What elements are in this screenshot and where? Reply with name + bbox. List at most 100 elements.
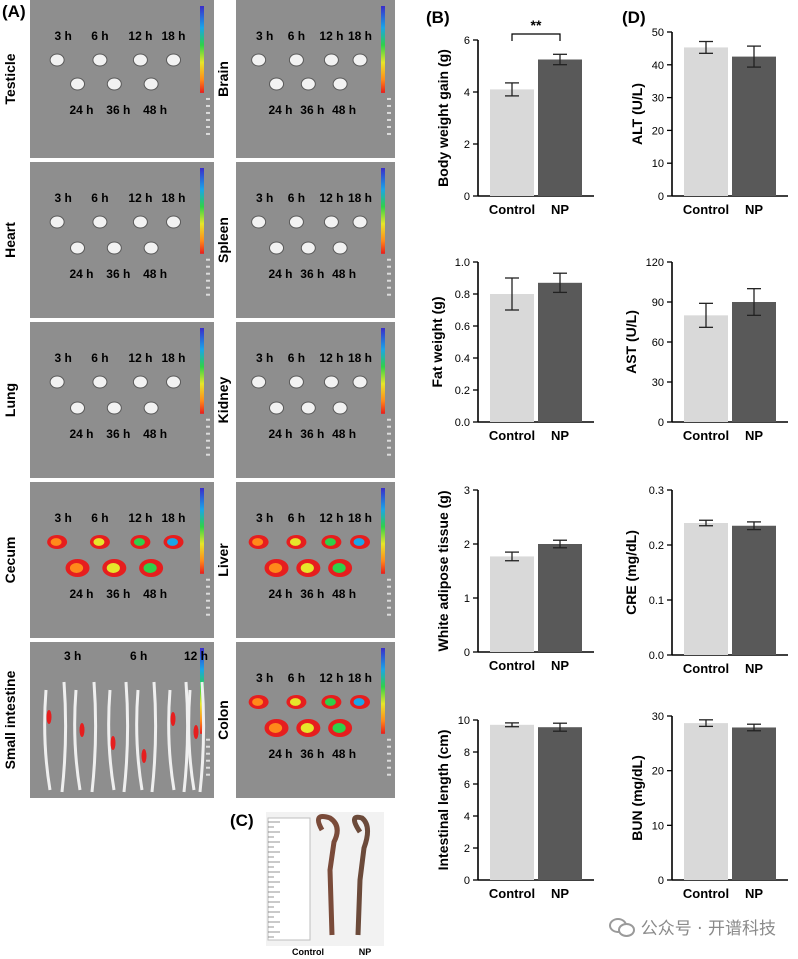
time-label: 12 h bbox=[128, 191, 152, 205]
intestine-signal bbox=[46, 710, 52, 724]
time-label: 3 h bbox=[256, 511, 273, 525]
bar-np bbox=[538, 727, 582, 880]
y-tick-label: 8 bbox=[464, 747, 470, 759]
organ-sample bbox=[106, 401, 122, 415]
scale-text-mark bbox=[387, 425, 391, 428]
time-label: 12 h bbox=[319, 29, 343, 43]
y-tick-label: 0 bbox=[658, 191, 664, 203]
organ-sample bbox=[332, 77, 348, 91]
y-tick-label: 0.2 bbox=[455, 385, 470, 397]
scale-text-mark bbox=[387, 773, 391, 776]
y-axis-label: CRE (mg/dL) bbox=[623, 530, 639, 615]
time-label: 6 h bbox=[288, 671, 305, 685]
bar-control bbox=[490, 724, 534, 880]
scale-text-mark bbox=[206, 606, 210, 609]
bar-np bbox=[732, 525, 776, 655]
time-label: 36 h bbox=[106, 267, 130, 281]
organ-signal-inner bbox=[93, 538, 105, 546]
organ-sample bbox=[300, 401, 316, 415]
time-label: 18 h bbox=[162, 511, 186, 525]
time-label: 36 h bbox=[300, 587, 324, 601]
time-label: 12 h bbox=[319, 511, 343, 525]
time-label: 6 h bbox=[91, 191, 108, 205]
scale-text-mark bbox=[387, 766, 391, 769]
scale-text-mark bbox=[206, 265, 210, 268]
x-tick-label-control: Control bbox=[489, 658, 535, 673]
time-label: 24 h bbox=[70, 587, 94, 601]
organ-signal-inner bbox=[289, 538, 301, 546]
time-label: 18 h bbox=[162, 351, 186, 365]
imaging-tile-kidney: Kidney 3 h 6 h 12 h 18 h 24 h 36 h 48 h bbox=[215, 322, 395, 478]
time-label: 6 h bbox=[130, 649, 147, 663]
time-label: 48 h bbox=[332, 587, 356, 601]
organ-label-small-intestine: Small intestine bbox=[2, 670, 18, 769]
organ-sample bbox=[106, 241, 122, 255]
time-label: 12 h bbox=[184, 649, 208, 663]
scale-text-mark bbox=[387, 293, 391, 296]
time-label: 24 h bbox=[269, 747, 293, 761]
bar-control bbox=[490, 556, 534, 652]
scale-text-mark bbox=[387, 265, 391, 268]
organ-sample bbox=[49, 215, 65, 229]
scale-text-mark bbox=[387, 279, 391, 282]
color-scale-bar bbox=[200, 488, 204, 574]
bar-control bbox=[684, 315, 728, 422]
panel-label-c: (C) bbox=[230, 811, 254, 830]
time-label: 3 h bbox=[256, 191, 273, 205]
scale-text-mark bbox=[387, 432, 391, 435]
time-label: 48 h bbox=[332, 427, 356, 441]
organ-signal-inner bbox=[106, 563, 120, 573]
panel-label-a: (A) bbox=[2, 2, 26, 21]
time-label: 3 h bbox=[54, 351, 71, 365]
scale-text-mark bbox=[206, 773, 210, 776]
imaging-tile-lung: Lung 3 h 6 h 12 h 18 h 24 h 36 h 48 h bbox=[2, 322, 214, 478]
y-tick-label: 0 bbox=[464, 875, 470, 887]
panel-label-d: (D) bbox=[622, 8, 646, 27]
scale-text-mark bbox=[387, 453, 391, 456]
y-tick-label: 30 bbox=[652, 711, 664, 723]
x-tick-label-np: NP bbox=[745, 886, 763, 901]
scale-text-mark bbox=[206, 125, 210, 128]
wechat-icon bbox=[608, 917, 635, 937]
x-tick-label-control: Control bbox=[683, 886, 729, 901]
y-tick-label: 0.0 bbox=[455, 417, 470, 429]
organ-label-spleen: Spleen bbox=[215, 217, 231, 263]
time-label: 36 h bbox=[106, 103, 130, 117]
scale-text-mark bbox=[206, 118, 210, 121]
time-label: 3 h bbox=[256, 351, 273, 365]
intestine-strand bbox=[135, 681, 158, 793]
scale-text-mark bbox=[387, 759, 391, 762]
scale-text-mark bbox=[206, 453, 210, 456]
organ-sample bbox=[132, 375, 148, 389]
time-label: 18 h bbox=[348, 351, 372, 365]
y-axis-label: Intestinal length (cm) bbox=[435, 730, 451, 871]
organ-sample bbox=[269, 401, 285, 415]
color-scale-bar bbox=[381, 6, 385, 93]
y-axis-label: AST (U/L) bbox=[623, 310, 639, 374]
scale-text-mark bbox=[387, 606, 391, 609]
scale-text-mark bbox=[387, 752, 391, 755]
scale-text-mark bbox=[387, 258, 391, 261]
organ-signal-inner bbox=[324, 538, 336, 546]
imaging-tile-liver: Liver 3 h 6 h 12 h 18 h 24 h 36 h 48 h bbox=[215, 482, 395, 638]
organ-sample bbox=[92, 215, 108, 229]
time-label: 18 h bbox=[348, 29, 372, 43]
color-scale-bar bbox=[200, 168, 204, 254]
organ-sample bbox=[251, 215, 267, 229]
x-tick-label-control: Control bbox=[683, 428, 729, 443]
intestine-signal bbox=[110, 736, 116, 750]
imaging-background bbox=[30, 0, 214, 158]
organ-label-brain: Brain bbox=[215, 61, 231, 97]
y-axis-label: BUN (mg/dL) bbox=[629, 755, 645, 841]
intestine-strand bbox=[43, 681, 68, 793]
scale-text-mark bbox=[206, 286, 210, 289]
scale-text-mark bbox=[206, 738, 210, 741]
organ-sample bbox=[143, 77, 159, 91]
scale-text-mark bbox=[206, 585, 210, 588]
scale-text-mark bbox=[206, 132, 210, 135]
imaging-background bbox=[236, 322, 395, 478]
ruler bbox=[267, 817, 311, 941]
organ-signal-inner bbox=[252, 698, 264, 706]
imaging-background bbox=[30, 482, 214, 638]
organ-sample bbox=[49, 53, 65, 67]
